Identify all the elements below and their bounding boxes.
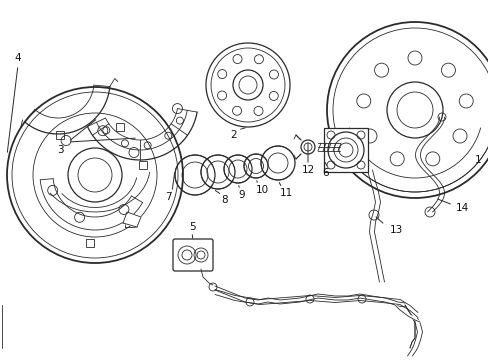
Text: 6: 6: [322, 168, 328, 178]
Polygon shape: [394, 305, 419, 322]
Bar: [324, 128, 367, 172]
Text: 3: 3: [57, 145, 63, 155]
Text: 13: 13: [389, 225, 403, 235]
Text: 9: 9: [238, 190, 245, 200]
Text: 11: 11: [279, 188, 292, 198]
Text: 5: 5: [188, 222, 195, 232]
Text: 4: 4: [14, 53, 20, 63]
Text: 2: 2: [230, 130, 237, 140]
Text: 7: 7: [164, 192, 171, 202]
Text: 1: 1: [474, 155, 481, 165]
Text: 14: 14: [455, 203, 468, 213]
FancyBboxPatch shape: [173, 239, 213, 271]
Bar: [56, 131, 64, 139]
Bar: [116, 123, 124, 131]
Bar: [86, 239, 94, 247]
Bar: [139, 161, 147, 169]
Text: 12: 12: [301, 165, 314, 175]
Polygon shape: [123, 212, 141, 227]
Text: 10: 10: [255, 185, 268, 195]
Text: 8: 8: [221, 195, 228, 205]
